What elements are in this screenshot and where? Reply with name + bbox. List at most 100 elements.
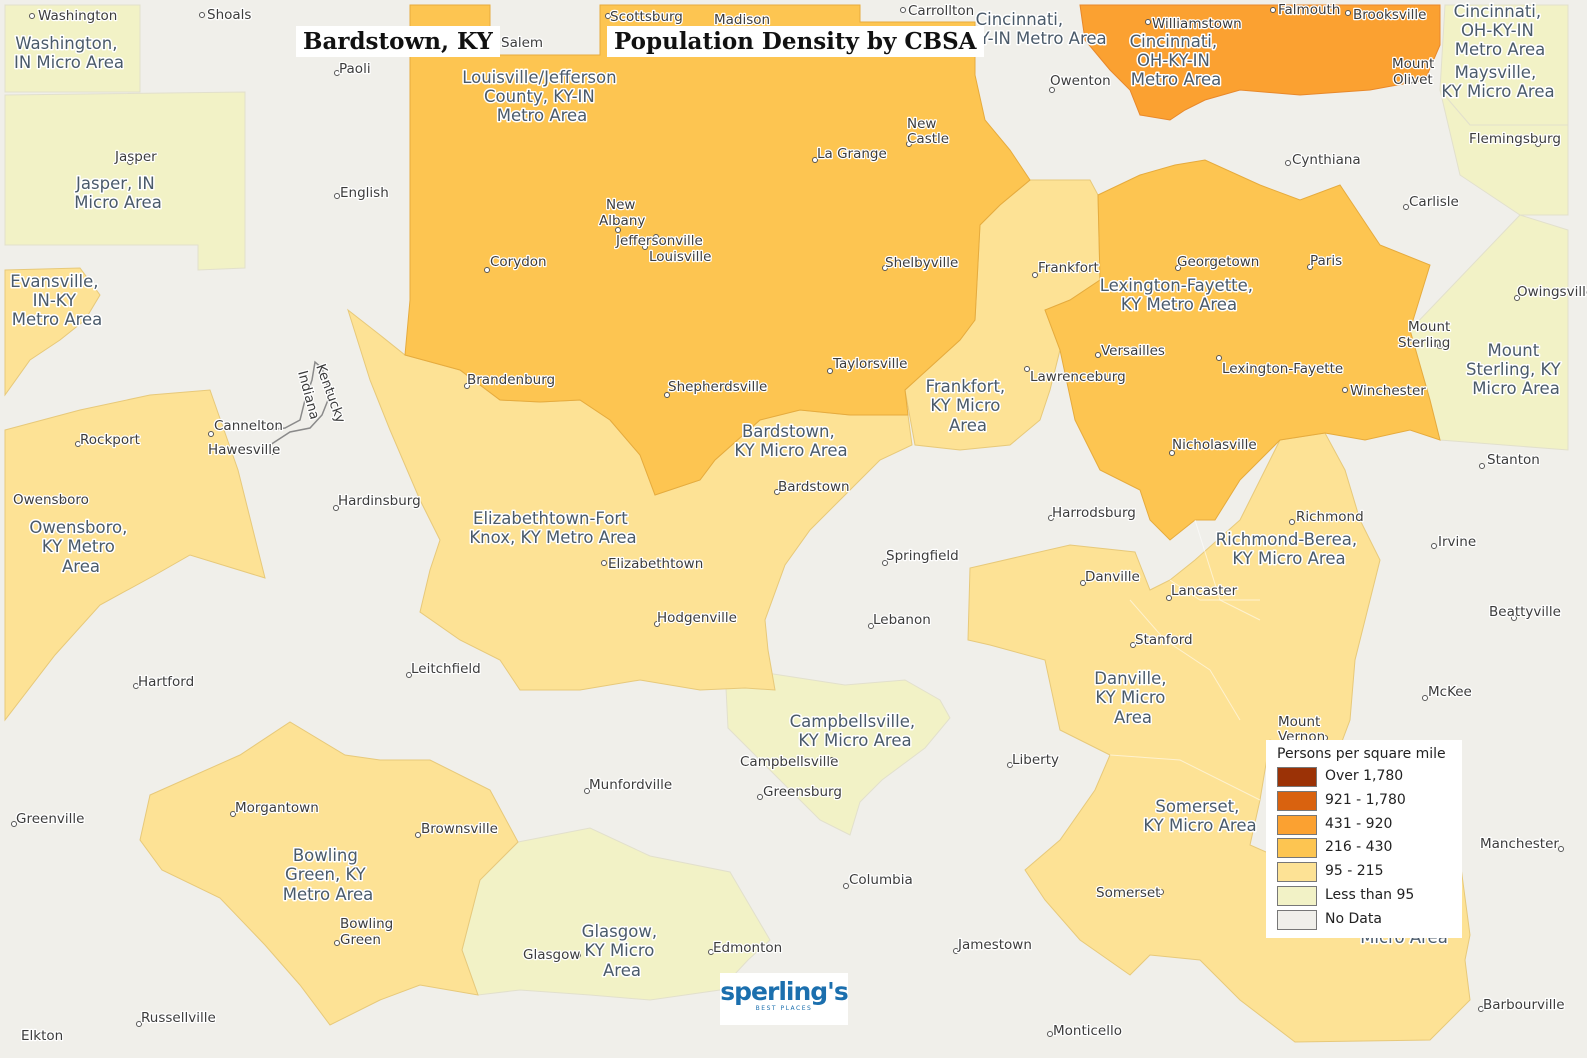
city-harrodsburg[interactable]: Harrodsburg	[1051, 504, 1137, 523]
city-shelbyville[interactable]: Shelbyville	[884, 254, 960, 273]
city-campbellsville[interactable]: Campbellsville	[739, 753, 840, 772]
city-lancaster[interactable]: Lancaster	[1170, 582, 1239, 601]
city-mount-sterling-2[interactable]: Sterling	[1397, 334, 1452, 353]
city-mckee[interactable]: McKee	[1427, 683, 1473, 702]
city-bowling-green-2[interactable]: Green	[339, 931, 382, 950]
region-owensboro[interactable]	[4, 389, 266, 722]
city-rockport[interactable]: Rockport	[79, 431, 141, 450]
region-campbellsville-ky[interactable]	[725, 671, 951, 836]
city-winchester[interactable]: Winchester	[1349, 382, 1428, 401]
city-danville[interactable]: Danville	[1084, 568, 1141, 587]
city-frankfort[interactable]: Frankfort	[1037, 259, 1100, 278]
city-new-albany-2[interactable]: Albany	[598, 212, 647, 231]
city-stanford[interactable]: Stanford	[1134, 631, 1194, 650]
city-irvine[interactable]: Irvine	[1437, 533, 1478, 552]
region-louisville-jefferson[interactable]	[404, 4, 1031, 496]
city-scottsburg[interactable]: Scottsburg	[609, 8, 684, 27]
city-new-castle-1[interactable]: New	[906, 115, 938, 134]
city-columbia[interactable]: Columbia	[848, 871, 914, 890]
city-owensboro[interactable]: Owensboro	[12, 491, 90, 510]
label-cincinnati-edge: Cincinnati, -KY-IN Metro Area	[963, 10, 1106, 48]
city-morgantown[interactable]: Morgantown	[234, 799, 320, 818]
city-elkton[interactable]: Elkton	[20, 1027, 65, 1046]
region-cincinnati-ne-edge[interactable]	[1439, 89, 1569, 216]
region-evansville[interactable]	[4, 267, 101, 397]
city-stanton[interactable]: Stanton	[1486, 451, 1541, 470]
city-hartford[interactable]: Hartford	[137, 673, 196, 692]
region-jasper-in[interactable]	[4, 91, 246, 271]
city-somerset[interactable]: Somerset	[1095, 884, 1162, 903]
city-brooksville[interactable]: Brooksville	[1352, 6, 1428, 25]
city-williamstown[interactable]: Williamstown	[1151, 15, 1243, 34]
city-owingsville[interactable]: Owingsville	[1516, 283, 1587, 302]
city-edmonton[interactable]: Edmonton	[712, 939, 784, 958]
city-hodgenville[interactable]: Hodgenville	[656, 609, 738, 628]
city-louisville[interactable]: Louisville	[648, 248, 713, 267]
city-elizabethtown[interactable]: Elizabethtown	[607, 555, 705, 574]
city-carlisle[interactable]: Carlisle	[1408, 193, 1460, 212]
city-paoli[interactable]: Paoli	[338, 60, 372, 79]
city-shoals[interactable]: Shoals	[206, 6, 253, 25]
city-nicholasville[interactable]: Nicholasville	[1171, 436, 1258, 455]
city-bardstown[interactable]: Bardstown	[777, 478, 851, 497]
label-frankfort: Frankfort, KY Micro Area	[926, 377, 1011, 435]
city-monticello[interactable]: Monticello	[1052, 1022, 1124, 1041]
city-lebanon[interactable]: Lebanon	[872, 611, 932, 630]
city-versailles[interactable]: Versailles	[1100, 342, 1166, 361]
city-lexington-fayette[interactable]: Lexington-Fayette	[1221, 360, 1345, 379]
legend-label: Less than 95	[1325, 887, 1415, 903]
city-mount-vernon-1[interactable]: Mount	[1277, 713, 1322, 732]
city-brandenburg[interactable]: Brandenburg	[466, 371, 557, 390]
city-cynthiana[interactable]: Cynthiana	[1291, 151, 1362, 170]
city-springfield[interactable]: Springfield	[885, 547, 960, 566]
city-madison[interactable]: Madison	[713, 11, 772, 30]
city-mount-sterling-1[interactable]: Mount	[1407, 318, 1452, 337]
city-cannelton[interactable]: Cannelton	[213, 417, 284, 436]
city-hardinsburg[interactable]: Hardinsburg	[337, 492, 422, 511]
city-munfordville[interactable]: Munfordville	[588, 776, 674, 795]
city-richmond[interactable]: Richmond	[1295, 508, 1365, 527]
city-bowling-green-1[interactable]: Bowling	[339, 915, 395, 934]
city-owenton[interactable]: Owenton	[1049, 72, 1112, 91]
city-english[interactable]: English	[339, 184, 390, 203]
city-barbourville[interactable]: Barbourville	[1482, 996, 1566, 1015]
city-hawesville[interactable]: Hawesville	[207, 441, 282, 460]
city-liberty[interactable]: Liberty	[1011, 751, 1060, 770]
region-lexington-fayette[interactable]	[1044, 159, 1441, 541]
city-jasper[interactable]: Jasper	[113, 148, 159, 167]
city-carrollton[interactable]: Carrollton	[907, 2, 976, 21]
city-new-castle-2[interactable]: Castle	[906, 130, 951, 149]
city-salem[interactable]: Salem	[500, 34, 545, 53]
city-russellville[interactable]: Russellville	[140, 1009, 217, 1028]
city-falmouth[interactable]: Falmouth	[1277, 1, 1342, 20]
city-glasgow[interactable]: Glasgow	[522, 946, 582, 965]
city-greensburg[interactable]: Greensburg	[762, 783, 843, 802]
city-corydon[interactable]: Corydon	[489, 253, 548, 272]
city-georgetown[interactable]: Georgetown	[1176, 253, 1261, 272]
city-taylorsville[interactable]: Taylorsville	[831, 355, 909, 374]
legend-swatch	[1277, 791, 1317, 811]
city-beattyville[interactable]: Beattyville	[1488, 603, 1562, 622]
city-new-albany-1[interactable]: New	[605, 196, 637, 215]
city-lawrenceburg[interactable]: Lawrenceburg	[1029, 368, 1127, 387]
city-paris[interactable]: Paris	[1309, 252, 1344, 271]
city-leitchfield[interactable]: Leitchfield	[410, 660, 482, 679]
city-la-grange[interactable]: La Grange	[816, 145, 888, 164]
city-jeffersonville[interactable]: Jeffersonville	[614, 232, 704, 251]
city-mount-olivet-1[interactable]: Mount	[1391, 55, 1436, 74]
label-campbellsville: Campbellsville, KY Micro Area	[790, 712, 921, 750]
region-bowling-green[interactable]	[139, 721, 519, 1026]
sperlings-logo[interactable]: sperling's BEST PLACES	[720, 973, 849, 1025]
city-flemingsburg[interactable]: Flemingsburg	[1468, 130, 1562, 149]
label-somerset: Somerset, KY Micro Area	[1143, 797, 1256, 835]
region-washington-in[interactable]	[4, 4, 141, 93]
city-manchester[interactable]: Manchester	[1479, 835, 1561, 854]
city-washington[interactable]: Washington	[37, 7, 119, 26]
city-brownsville[interactable]: Brownsville	[420, 820, 499, 839]
city-jamestown[interactable]: Jamestown	[956, 936, 1033, 955]
city-greenville[interactable]: Greenville	[15, 810, 86, 829]
city-shepherdsville[interactable]: Shepherdsville	[667, 378, 769, 397]
region-cincinnati[interactable]	[1079, 4, 1441, 121]
city-mount-olivet-2[interactable]: Olivet	[1392, 71, 1434, 90]
